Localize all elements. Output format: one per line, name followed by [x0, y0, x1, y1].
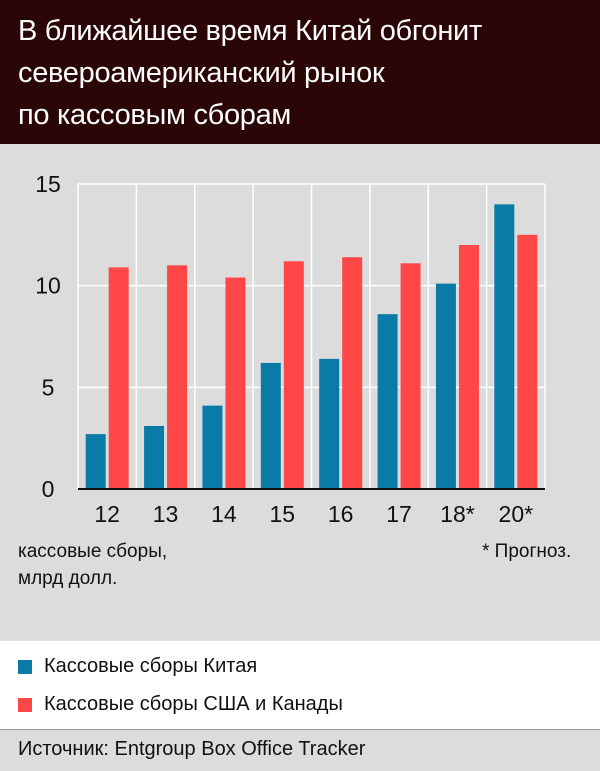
bar-china — [377, 314, 398, 489]
bar-china — [202, 405, 223, 489]
x-tick-label: 18* — [440, 501, 475, 527]
title-line: В ближайшее время Китай обгонит — [18, 15, 482, 47]
legend-label: Кассовые сборы США и Канады — [44, 693, 343, 715]
chart-title: В ближайшее время Китай обгонит североам… — [18, 10, 578, 136]
bar-usa-canada — [167, 265, 188, 489]
x-tick-label: 15 — [270, 501, 296, 527]
source-footer: Источник: Entgroup Box Office Tracker — [0, 729, 600, 771]
x-tick-label: 14 — [211, 501, 237, 527]
y-tick-label: 0 — [42, 476, 55, 502]
legend: Кассовые сборы Китая Кассовые сборы США … — [0, 641, 600, 729]
source-text: Источник: Entgroup Box Office Tracker — [18, 738, 366, 760]
forecast-note: * Прогноз. — [482, 541, 572, 562]
bar-usa-canada — [108, 267, 129, 489]
bar-usa-canada — [342, 257, 363, 489]
y-tick-label: 15 — [35, 171, 61, 197]
x-tick-label: 12 — [94, 501, 120, 527]
unit-note: кассовые сборы, млрд долл. — [18, 538, 167, 592]
x-tick-label: 20* — [499, 501, 534, 527]
bar-china — [260, 362, 281, 489]
bar-china — [435, 283, 456, 489]
legend-label: Кассовые сборы Китая — [44, 655, 258, 677]
bar-chart: 12 13 14 15 16 17 18* 20* 0 5 10 15 — [35, 171, 546, 527]
header-banner: В ближайшее время Китай обгонит североам… — [0, 0, 600, 144]
bar-china — [144, 425, 165, 489]
legend-swatch-usa-canada — [18, 697, 32, 712]
legend-item-china: Кассовые сборы Китая — [18, 655, 257, 678]
y-tick-label: 10 — [35, 273, 61, 299]
x-tick-label: 17 — [386, 501, 412, 527]
unit-note-line: кассовые сборы, — [18, 541, 168, 562]
bar-usa-canada — [458, 245, 479, 489]
bar-usa-canada — [225, 277, 246, 489]
title-line: по кассовым сборам — [18, 99, 292, 131]
bar-china — [319, 358, 340, 489]
legend-swatch-china — [18, 659, 32, 674]
y-tick-label: 5 — [42, 374, 55, 400]
legend-item-usa-canada: Кассовые сборы США и Канады — [18, 693, 343, 716]
bar-usa-canada — [400, 263, 421, 489]
x-tick-label: 13 — [153, 501, 179, 527]
bar-usa-canada — [517, 234, 538, 489]
bar-china — [85, 434, 106, 489]
bar-china — [494, 204, 515, 490]
unit-note-line: млрд долл. — [18, 568, 118, 589]
bar-usa-canada — [283, 261, 304, 489]
x-tick-label: 16 — [328, 501, 354, 527]
title-line: североамериканский рынок — [18, 57, 385, 89]
